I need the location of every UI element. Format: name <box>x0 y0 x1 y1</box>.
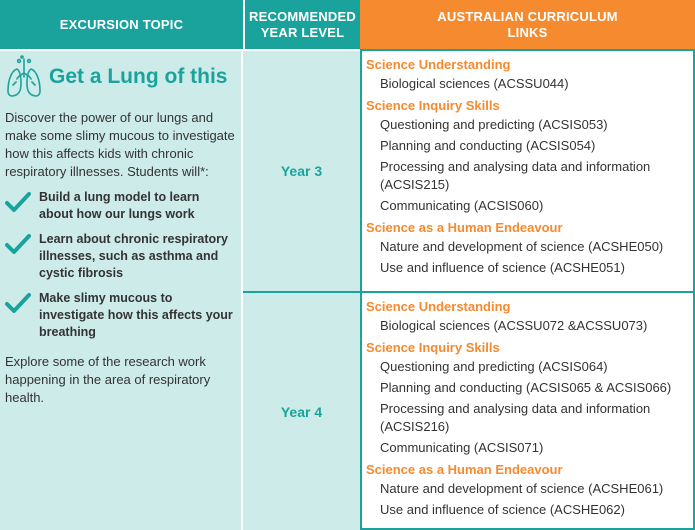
bullet-item: Build a lung model to learn about how ou… <box>5 189 236 223</box>
bullet-text: Learn about chronic respiratory illnesse… <box>39 232 228 280</box>
curriculum-item: Planning and conducting (ACSIS054) <box>380 138 596 153</box>
section-title: Science Understanding <box>366 57 511 72</box>
curriculum-item: Questioning and predicting (ACSIS064) <box>380 359 608 374</box>
topic-cell: Get a Lung of this Discover the power of… <box>0 49 243 530</box>
year-3-cell: Year 3 <box>243 49 360 291</box>
topic-intro: Discover the power of our lungs and make… <box>5 110 235 179</box>
curriculum-item: Nature and development of science (ACSHE… <box>380 239 664 254</box>
topic-title-row: Get a Lung of this <box>5 55 236 99</box>
year-3-curriculum-cell: Science Understanding Biological science… <box>360 49 695 291</box>
year-4-curriculum-cell: Science Understanding Biological science… <box>360 291 695 530</box>
bullet-item: Make slimy mucous to investigate how thi… <box>5 290 236 341</box>
bullet-item: Learn about chronic respiratory illnesse… <box>5 231 236 282</box>
section-title: Science Inquiry Skills <box>366 340 500 355</box>
curriculum-item: Processing and analysing data and inform… <box>380 159 651 192</box>
bullet-text: Make slimy mucous to investigate how thi… <box>39 291 233 339</box>
header-year-level: RECOMMENDED YEAR LEVEL <box>243 0 360 49</box>
year-4-cell: Year 4 <box>243 291 360 530</box>
curriculum-item: Nature and development of science (ACSHE… <box>380 481 664 496</box>
header-excursion-topic: EXCURSION TOPIC <box>0 0 243 49</box>
section-title: Science Inquiry Skills <box>366 98 500 113</box>
topic-outro: Explore some of the research work happen… <box>5 354 211 405</box>
check-icon <box>5 234 31 254</box>
section-title: Science as a Human Endeavour <box>366 220 563 235</box>
curriculum-item: Use and influence of science (ACSHE051) <box>380 260 625 275</box>
curriculum-item: Communicating (ACSIS071) <box>380 440 544 455</box>
check-icon <box>5 192 31 212</box>
curriculum-item: Use and influence of science (ACSHE062) <box>380 502 625 517</box>
section-title: Science as a Human Endeavour <box>366 462 563 477</box>
curriculum-item: Questioning and predicting (ACSIS053) <box>380 117 608 132</box>
curriculum-item: Communicating (ACSIS060) <box>380 198 544 213</box>
section-title: Science Understanding <box>366 299 511 314</box>
curriculum-item: Biological sciences (ACSSU072 &ACSSU073) <box>380 318 648 333</box>
topic-title: Get a Lung of this <box>49 65 228 88</box>
bullet-text: Build a lung model to learn about how ou… <box>39 190 200 221</box>
curriculum-item: Processing and analysing data and inform… <box>380 401 651 434</box>
lungs-icon <box>7 55 41 97</box>
header-curriculum-links: AUSTRALIAN CURRICULUM LINKS <box>360 0 695 49</box>
curriculum-item: Biological sciences (ACSSU044) <box>380 76 569 91</box>
curriculum-item: Planning and conducting (ACSIS065 & ACSI… <box>380 380 672 395</box>
check-icon <box>5 293 31 313</box>
